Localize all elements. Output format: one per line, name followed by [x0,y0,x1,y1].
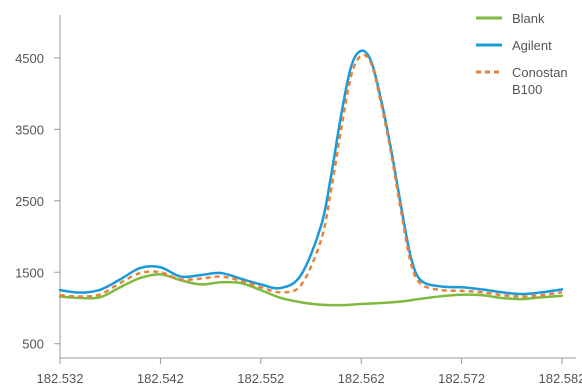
legend-label-conostan-b100: Conostan B100 [512,65,568,97]
y-axis-ticks: 500 1500 2500 3500 4500 [15,51,60,352]
y-tick-label: 2500 [15,194,44,209]
x-axis-ticks: 182.532 182.542 182.552 182.562 182.572 182.5… [37,358,582,386]
legend-label-line: B100 [512,82,542,97]
x-tick-label: 182.532 [37,371,84,386]
x-tick-label: 182.542 [137,371,184,386]
series-line-conostan-b100 [60,55,562,297]
legend: Blank Agilent Conostan B100 [476,11,568,97]
y-tick-label: 4500 [15,51,44,66]
legend-label-agilent: Agilent [512,38,552,53]
x-tick-label: 182.572 [438,371,485,386]
legend-label-line: Conostan [512,65,568,80]
y-tick-label: 1500 [15,265,44,280]
x-tick-label: 182.562 [338,371,385,386]
x-tick-label: 182.552 [237,371,284,386]
legend-label-blank: Blank [512,11,545,26]
y-tick-label: 500 [22,337,44,352]
x-tick-label: 182.582 [539,371,582,386]
series-layer [60,51,562,306]
series-line-agilent [60,51,562,294]
y-tick-label: 3500 [15,122,44,137]
